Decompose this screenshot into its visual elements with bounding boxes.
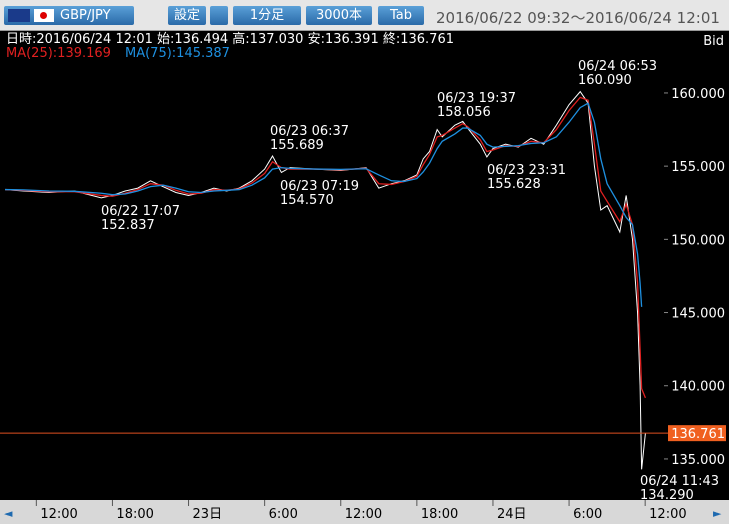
x-tick-label: 12:00 xyxy=(40,507,77,522)
annotation: 06/23 07:19 xyxy=(280,179,359,194)
y-tick-label: 160.000 xyxy=(671,87,725,102)
price-line xyxy=(4,96,647,399)
annotation: 158.056 xyxy=(437,105,491,120)
annotation: 160.090 xyxy=(578,73,632,88)
pair: GBP/JPY xyxy=(60,8,111,23)
ma75-info: MA(75):145.387 xyxy=(125,46,230,61)
timeframe-button[interactable]: 1分足 xyxy=(233,6,301,25)
last-price-box xyxy=(668,425,726,442)
jp-flag xyxy=(34,9,54,22)
price-line xyxy=(4,102,643,307)
x-axis-bar xyxy=(0,500,729,524)
menu-button[interactable] xyxy=(210,6,228,25)
y-tick-label: 135.000 xyxy=(671,453,725,468)
x-tick-label: 18:00 xyxy=(116,507,153,522)
x-tick-label: 23日 xyxy=(193,507,223,522)
annotation: 155.689 xyxy=(270,138,324,153)
x-tick-label: 6:00 xyxy=(573,507,602,522)
annotation: 155.628 xyxy=(487,177,541,192)
annotation: 06/23 23:31 xyxy=(487,163,566,178)
toolbar: GBP/JPY 設定 1分足 3000本 Tab 2016/06/22 09:3… xyxy=(0,0,729,31)
annotation: 06/22 17:07 xyxy=(101,204,180,219)
y-tick-label: 155.000 xyxy=(671,160,725,175)
annotation: 06/24 06:53 xyxy=(578,59,657,74)
annotation: 152.837 xyxy=(101,218,155,233)
annotation: 06/23 06:37 xyxy=(270,124,349,139)
side: Bid xyxy=(703,34,724,49)
x-tick-label: 12:00 xyxy=(345,507,382,522)
annotation: 134.290 xyxy=(640,488,694,503)
annotation: 154.570 xyxy=(280,193,334,208)
scroll-right[interactable]: ► xyxy=(713,507,722,520)
ma25-info: MA(25):139.169 xyxy=(6,46,111,61)
pair-button[interactable]: GBP/JPY xyxy=(4,6,134,25)
annotation: 06/23 19:37 xyxy=(437,91,516,106)
chart: ◄ ► 日時:2016/06/24 12:01 始:136.494 高:137.… xyxy=(0,31,729,524)
ohlc-info: 日時:2016/06/24 12:01 始:136.494 高:137.030 … xyxy=(6,31,454,47)
y-tick-label: 150.000 xyxy=(671,233,725,248)
x-tick-label: 18:00 xyxy=(421,507,458,522)
y-tick-label: 145.000 xyxy=(671,307,725,322)
settings-button[interactable]: 設定 xyxy=(168,6,206,25)
x-tick-label: 24日 xyxy=(497,507,527,522)
scroll-left[interactable]: ◄ xyxy=(4,507,13,520)
count-button[interactable]: 3000本 xyxy=(306,6,372,25)
range: 2016/06/22 09:32～2016/06/24 12:01 xyxy=(436,9,720,27)
price-line xyxy=(4,90,646,470)
x-tick-label: 12:00 xyxy=(649,507,686,522)
x-tick-label: 6:00 xyxy=(269,507,298,522)
annotation: 06/24 11:43 xyxy=(640,474,719,489)
last-price-label: 136.761 xyxy=(671,427,725,442)
y-tick-label: 140.000 xyxy=(671,380,725,395)
uk-flag xyxy=(8,9,30,22)
tab-button[interactable]: Tab xyxy=(378,6,424,25)
